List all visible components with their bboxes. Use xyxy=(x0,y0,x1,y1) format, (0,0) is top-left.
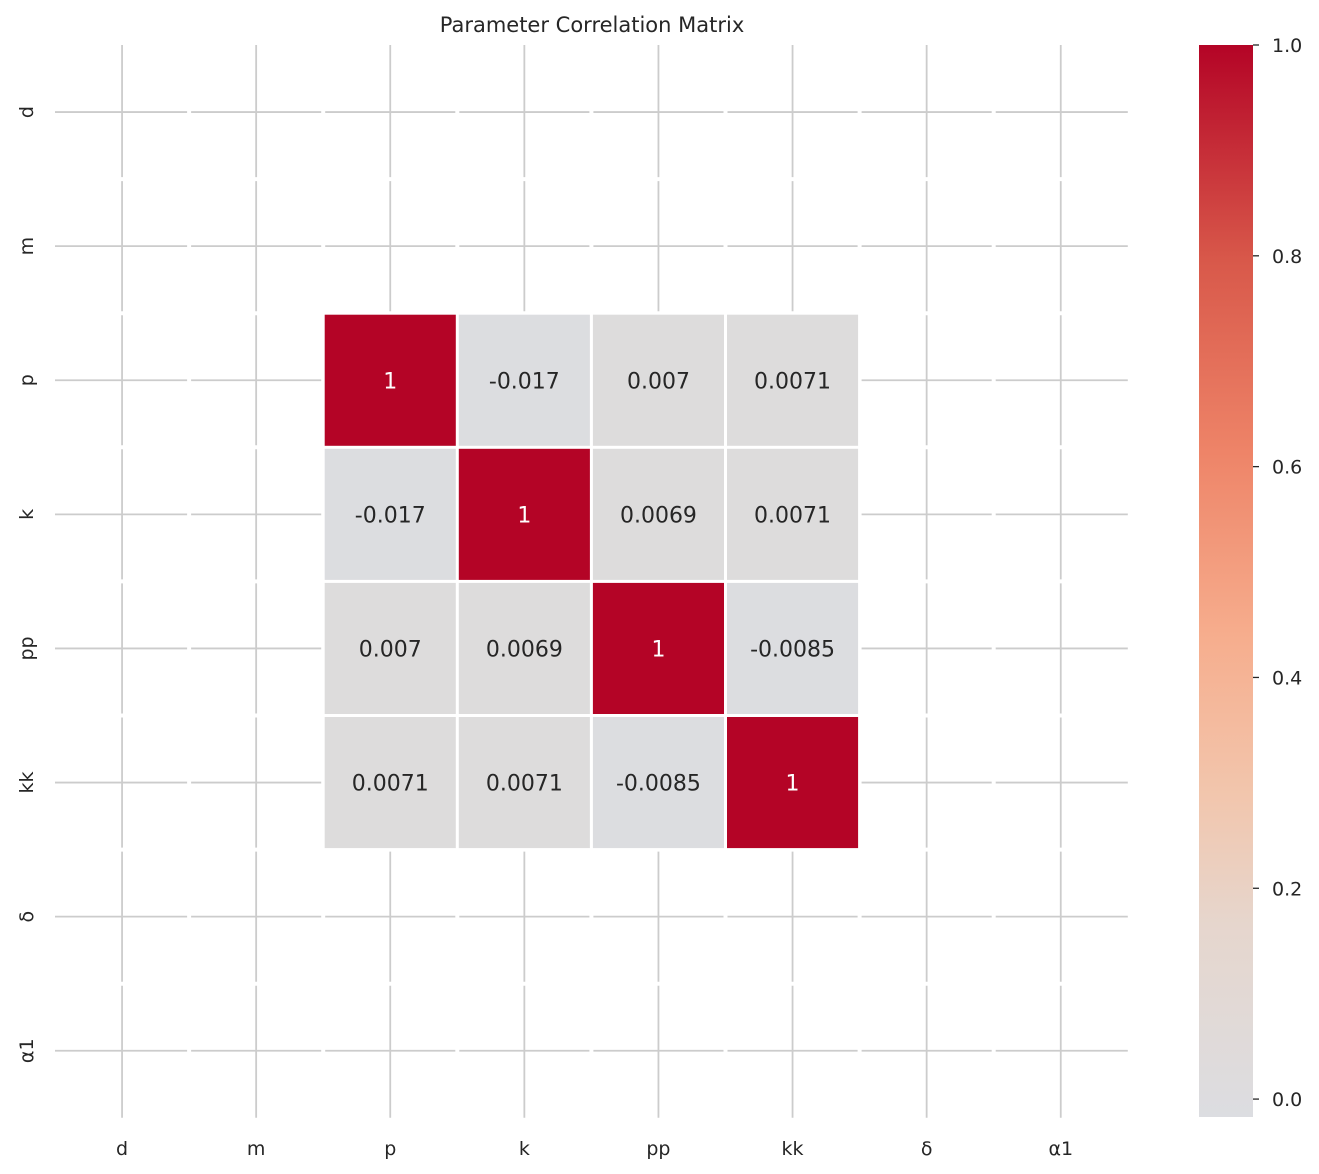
colorbar-ticks: 0.0 0.2 0.4 0.6 0.8 1.0 xyxy=(1253,35,1302,1111)
cell-annotation: 1 xyxy=(383,369,397,394)
cell-annotation: 0.0069 xyxy=(486,637,563,662)
y-tick-label: δ xyxy=(16,911,38,923)
heatmap-cell xyxy=(458,448,590,580)
cell-annotation: -0.0085 xyxy=(750,637,835,662)
cell-annotation: -0.0085 xyxy=(616,772,701,797)
heatmap-cells xyxy=(324,314,859,849)
cell-annotation: 0.0071 xyxy=(754,369,831,394)
cell-annotation: 0.0071 xyxy=(754,503,831,528)
cell-annotation: -0.017 xyxy=(355,503,426,528)
heatmap-cell xyxy=(324,448,456,580)
cell-annotation: 1 xyxy=(517,503,531,528)
heatmap-cell xyxy=(592,717,724,849)
heatmap-cell xyxy=(592,314,724,446)
heatmap-cell xyxy=(324,582,456,714)
y-tick-label: p xyxy=(16,374,38,386)
y-tick-label: k xyxy=(16,509,38,520)
cell-annotation: 0.0071 xyxy=(486,772,563,797)
x-tick-label: m xyxy=(247,1138,266,1160)
cell-annotation: 0.0071 xyxy=(352,772,429,797)
cell-annotation: 1 xyxy=(651,637,665,662)
x-tick-label: d xyxy=(116,1138,128,1160)
heatmap-cell xyxy=(727,448,859,580)
heatmap-cell xyxy=(458,314,590,446)
heatmap-cell xyxy=(324,314,456,446)
cell-annotation: 0.0069 xyxy=(620,503,697,528)
chart-title: Parameter Correlation Matrix xyxy=(440,13,745,37)
x-tick-label: pp xyxy=(646,1138,670,1160)
colorbar: 0.0 0.2 0.4 0.6 0.8 1.0 xyxy=(1199,35,1302,1117)
cell-annotation: 0.007 xyxy=(359,637,422,662)
colorbar-tick-label: 0.4 xyxy=(1272,667,1302,689)
heatmap-cell xyxy=(458,717,590,849)
colorbar-tick-label: 0.6 xyxy=(1272,457,1302,479)
colorbar-tick-label: 0.2 xyxy=(1272,878,1302,900)
colorbar-tick-label: 0.0 xyxy=(1272,1089,1302,1111)
cell-annotation: -0.017 xyxy=(489,369,560,394)
y-tick-label: kk xyxy=(16,772,38,794)
colorbar-gradient xyxy=(1199,45,1253,1117)
x-tick-label: k xyxy=(519,1138,530,1160)
y-tick-label: α1 xyxy=(16,1038,38,1063)
x-tick-label: δ xyxy=(921,1138,933,1160)
heatmap-cell xyxy=(592,582,724,714)
y-tick-label: m xyxy=(16,237,38,256)
y-tick-label: pp xyxy=(16,636,38,660)
cell-annotation: 0.007 xyxy=(627,369,690,394)
cell-annotations: 1 -0.017 0.007 0.0071-0.017 1 0.0069 0.00710.0… xyxy=(352,369,835,796)
heatmap-cell xyxy=(727,314,859,446)
heatmap-cell xyxy=(324,717,456,849)
heatmap-cell xyxy=(727,717,859,849)
colorbar-tick-label: 0.8 xyxy=(1272,246,1302,268)
y-tick-label: d xyxy=(16,106,38,118)
x-tick-label: α1 xyxy=(1048,1138,1073,1160)
x-axis-tick-labels: d m p k pp kk δ α1 xyxy=(116,1138,1073,1160)
x-tick-label: kk xyxy=(782,1138,804,1160)
heatmap-cell xyxy=(592,448,724,580)
cell-annotation: 1 xyxy=(786,772,800,797)
y-axis-tick-labels: d m p k pp kk δ α1 xyxy=(16,106,38,1063)
x-tick-label: p xyxy=(384,1138,396,1160)
heatmap-cell xyxy=(727,582,859,714)
colorbar-tick-label: 1.0 xyxy=(1272,35,1302,57)
grid-lines xyxy=(55,45,1128,1118)
heatmap-cell xyxy=(458,582,590,714)
